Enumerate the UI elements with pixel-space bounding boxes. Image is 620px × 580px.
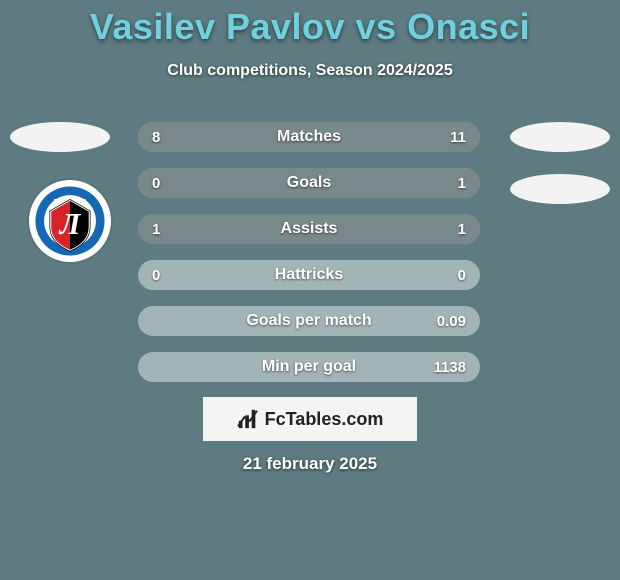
svg-text:Л: Л xyxy=(58,207,82,241)
stat-row: 1138Min per goal xyxy=(138,352,480,382)
brand-box: FcTables.com xyxy=(203,397,417,441)
club-badge: ПЛОВДИВ Л xyxy=(29,180,111,262)
club-crest-icon: ПЛОВДИВ Л xyxy=(34,185,106,257)
stat-label: Goals xyxy=(138,168,480,198)
stat-label: Goals per match xyxy=(138,306,480,336)
stats-bars: 811Matches 01Goals 11Assists 00Hattricks 0.0… xyxy=(138,122,480,398)
player-right-avatar-placeholder-2 xyxy=(510,174,610,204)
bar-chart-icon xyxy=(237,408,259,430)
stat-label: Matches xyxy=(138,122,480,152)
stat-row: 00Hattricks xyxy=(138,260,480,290)
stat-row: 0.09Goals per match xyxy=(138,306,480,336)
date-label: 21 february 2025 xyxy=(0,454,620,474)
stat-label: Hattricks xyxy=(138,260,480,290)
stat-row: 811Matches xyxy=(138,122,480,152)
stat-row: 11Assists xyxy=(138,214,480,244)
page-title: Vasilev Pavlov vs Onasci xyxy=(0,6,620,48)
stat-label: Min per goal xyxy=(138,352,480,382)
stat-row: 01Goals xyxy=(138,168,480,198)
player-left-avatar-placeholder xyxy=(10,122,110,152)
brand-text: FcTables.com xyxy=(265,409,384,430)
player-right-avatar-placeholder-1 xyxy=(510,122,610,152)
stat-label: Assists xyxy=(138,214,480,244)
page-subtitle: Club competitions, Season 2024/2025 xyxy=(0,62,620,80)
